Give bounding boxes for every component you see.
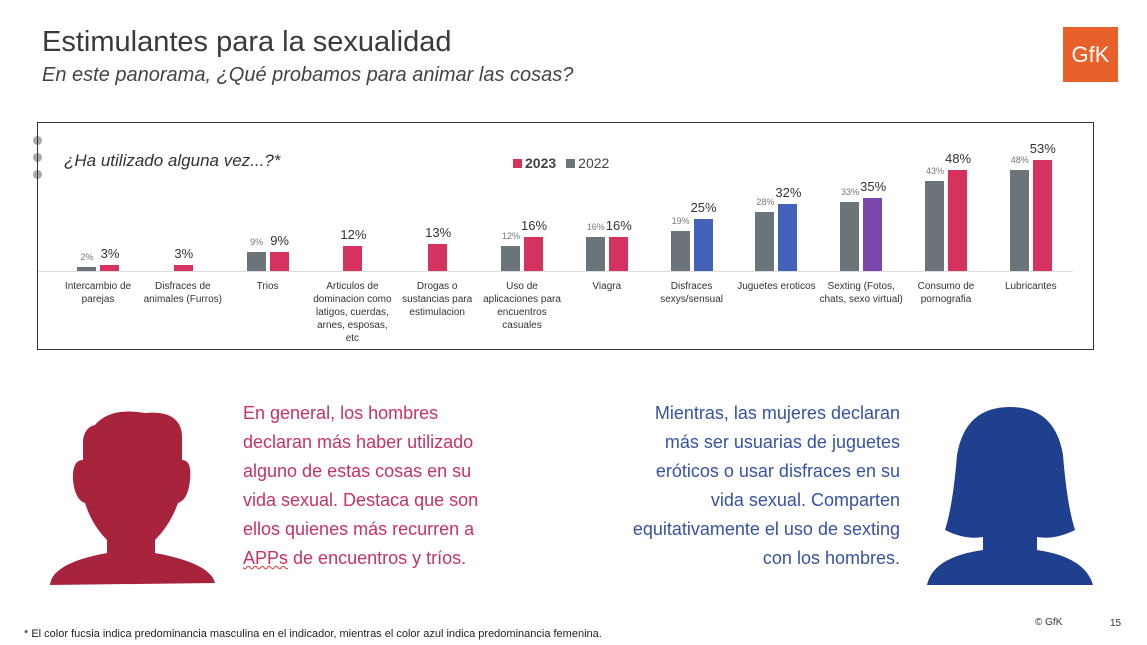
bar-2023 [1032, 159, 1052, 271]
data-label-2023: 32% [775, 184, 802, 200]
x-tick-label: Viagra [592, 281, 622, 292]
men-insight: En general, los hombres declaran más hab… [243, 403, 479, 568]
x-tick-label: Trios [256, 281, 279, 292]
data-label-2023: 16% [520, 218, 548, 234]
data-label-2022: 28% [756, 197, 775, 208]
data-label-2023: 35% [860, 178, 887, 194]
x-tick-label: Articulos de dominacion como latigos, cu… [313, 281, 392, 344]
bar-2023 [778, 203, 798, 271]
bar-2023 [173, 264, 193, 271]
bar-2023 [948, 170, 967, 271]
data-label-2022: 33% [841, 186, 860, 197]
bar-2022 [840, 201, 860, 271]
bar-2023 [428, 243, 448, 271]
legend-item-2023: 2023 [513, 155, 556, 171]
data-label-2023: 3% [100, 245, 120, 261]
data-label-2022: 9% [250, 237, 264, 248]
data-label-2022: 43% [925, 165, 944, 176]
bar-2022 [755, 212, 775, 271]
data-label-2022: 2% [80, 251, 94, 262]
footnote: * El color fucsia indica predominancia m… [24, 628, 602, 640]
bar-2022 [925, 180, 944, 271]
slide-subtitle: En este panorama, ¿Qué probamos para ani… [42, 64, 574, 86]
data-label-2023: 13% [425, 224, 452, 240]
bar-chart: ¿Ha utilizado alguna vez...?* 2023 2022 … [37, 122, 1094, 350]
data-label-2022: 48% [1010, 155, 1029, 166]
x-tick-label: Drogas o sustancias para estimulacion [402, 281, 473, 318]
data-label-2022: 12% [501, 230, 520, 241]
bar-2023 [693, 218, 713, 271]
bar-2023 [524, 237, 543, 271]
x-tick-label: Disfraces sexys/sensual [660, 281, 723, 305]
x-tick-label: Uso de aplicaciones para encuentros casu… [483, 281, 561, 331]
bar-2023 [343, 245, 363, 271]
women-insight: Mientras, las mujeres declaran más ser u… [632, 403, 900, 568]
data-label-2022: 19% [671, 216, 690, 227]
data-label-2023: 16% [605, 218, 632, 234]
data-label-2023: 53% [1029, 140, 1056, 156]
bar-2023 [100, 264, 119, 271]
data-label-2022: 16% [586, 222, 605, 233]
bar-2022 [1009, 170, 1029, 271]
chart-legend: 2023 2022 [513, 155, 609, 171]
chart-title: ¿Ha utilizado alguna vez...?* [64, 151, 281, 170]
bar-2022 [585, 237, 605, 271]
data-label-2023: 12% [340, 226, 367, 242]
bar-2023 [269, 252, 289, 271]
x-tick-label: Intercambio de parejas [64, 281, 132, 305]
data-label-2023: 48% [944, 151, 972, 167]
bar-2022 [670, 231, 690, 271]
x-tick-label: Consumo de pornografia [917, 281, 975, 305]
slide-title: Estimulantes para la sexualidad [42, 26, 452, 58]
bar-2022 [246, 252, 266, 271]
bar-2023 [608, 237, 628, 271]
bar-2023 [863, 197, 883, 271]
x-tick-label: Disfraces de animales (Furros) [143, 281, 222, 305]
legend-item-2022: 2022 [566, 155, 609, 171]
data-label-2023: 9% [270, 233, 289, 249]
page-number: 15 [1110, 618, 1122, 629]
x-axis-line [38, 271, 1073, 272]
x-tick-label: Sexting (Fotos, chats, sexo virtual) [819, 281, 903, 305]
male-silhouette-icon [50, 411, 215, 585]
female-silhouette-icon [927, 407, 1093, 585]
gfk-logo: GfK [1063, 27, 1118, 82]
x-tick-label: Lubricantes [1004, 281, 1057, 292]
bar-2022 [77, 266, 96, 271]
data-label-2023: 3% [174, 245, 194, 261]
copyright: © GfK [1035, 617, 1063, 628]
data-label-2023: 25% [690, 199, 717, 215]
x-tick-label: Juguetes eroticos [737, 281, 816, 292]
bar-2022 [501, 245, 520, 271]
